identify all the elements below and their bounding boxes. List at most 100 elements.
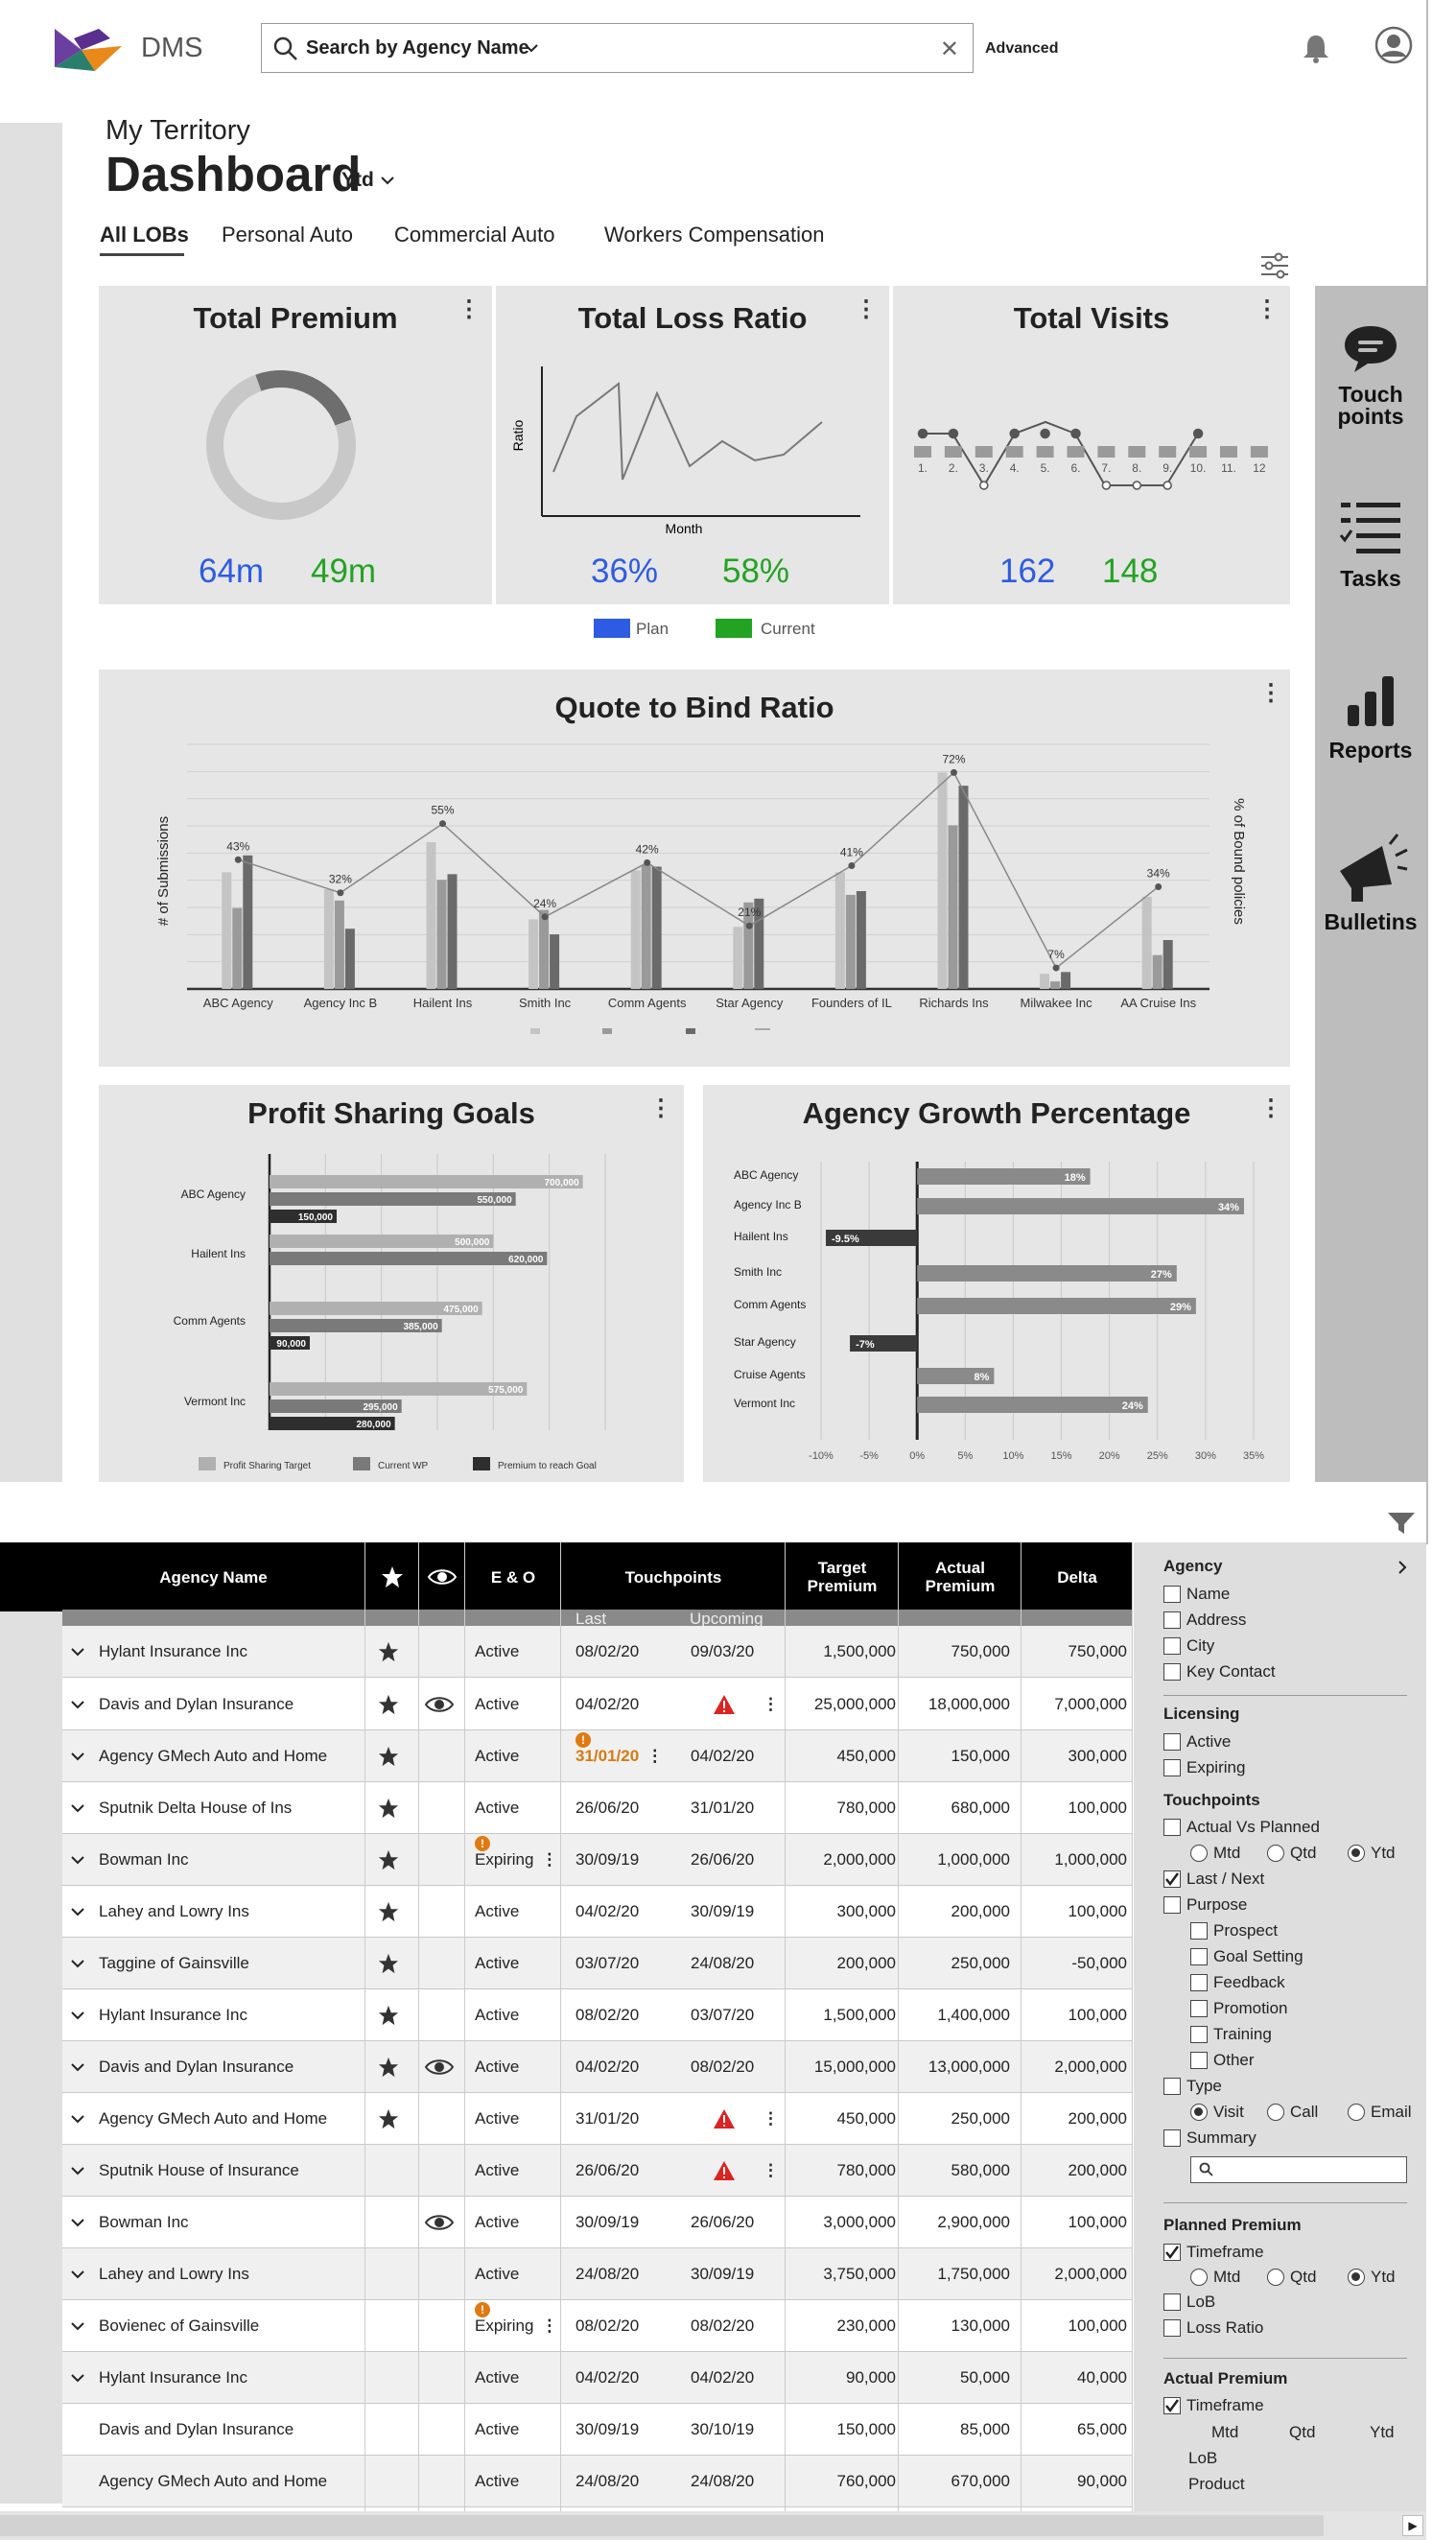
more-options-icon[interactable]: ⋮ <box>649 1095 672 1121</box>
agency-name[interactable]: Hylant Insurance Inc <box>99 1642 247 1660</box>
agency-name[interactable]: Lahey and Lowry Ins <box>99 1902 249 1920</box>
bell-icon[interactable] <box>1302 33 1330 63</box>
more-options-icon[interactable]: ⋮ <box>541 2317 558 2335</box>
agency-name[interactable]: Agency GMech Auto and Home <box>99 1747 328 1765</box>
table-row[interactable]: Bowman Inc Active 30/09/19 26/06/20 3,000,00… <box>62 2197 1132 2248</box>
checkbox[interactable] <box>1190 1974 1208 1991</box>
radio[interactable] <box>1348 1845 1365 1862</box>
table-row[interactable]: Hylant Insurance Inc Active 08/02/20 03/07/… <box>62 1989 1132 2041</box>
star-icon[interactable] <box>378 1849 399 1870</box>
filter-purpose-5[interactable]: Other <box>1190 2051 1255 2070</box>
table-row[interactable]: Hylant Insurance Inc Active 08/02/20 09/03/… <box>62 1626 1132 1678</box>
filter-agency-0[interactable]: Name <box>1163 1585 1230 1604</box>
more-options-icon[interactable]: ⋮ <box>458 296 481 322</box>
search-input[interactable]: Search by Agency Name <box>306 37 529 59</box>
col-target-premium[interactable]: Target Premium <box>807 1559 878 1595</box>
expand-chevron-icon[interactable] <box>70 1854 85 1866</box>
radio-visit[interactable]: Visit <box>1190 2103 1244 2122</box>
radio-mtd[interactable]: Mtd <box>1190 1844 1240 1863</box>
more-options-icon[interactable]: ⋮ <box>763 2161 779 2179</box>
star-icon[interactable] <box>378 2057 399 2078</box>
filter-purpose[interactable]: Purpose <box>1163 1895 1247 1915</box>
agency-name[interactable]: Sputnik House of Insurance <box>99 2161 299 2179</box>
horizontal-scrollbar[interactable]: ▶ <box>0 2511 1426 2540</box>
checkbox[interactable] <box>1163 2129 1181 2147</box>
actual-qtd[interactable]: Qtd <box>1289 2423 1316 2441</box>
radio[interactable] <box>1348 2269 1365 2286</box>
checkbox[interactable] <box>1163 1819 1181 1836</box>
agency-name[interactable]: Bovienec of Gainsville <box>99 2317 260 2335</box>
filter-actual-vs-planned[interactable]: Actual Vs Planned <box>1163 1818 1320 1837</box>
star-icon[interactable] <box>378 1798 399 1819</box>
star-icon[interactable] <box>378 1953 399 1974</box>
user-avatar-icon[interactable] <box>1374 26 1413 64</box>
table-row[interactable]: Lahey and Lowry Ins Active 04/02/20 30/09/1… <box>62 1886 1132 1938</box>
checkbox[interactable] <box>1190 2026 1208 2043</box>
agency-name[interactable]: Hylant Insurance Inc <box>99 2006 247 2024</box>
warning-icon[interactable] <box>713 2108 736 2129</box>
radio[interactable] <box>1267 2104 1284 2121</box>
tab-personal-auto[interactable]: Personal Auto <box>222 223 353 247</box>
search-box[interactable]: Search by Agency Name ✕ <box>261 23 974 73</box>
actual-lob[interactable]: LoB <box>1188 2449 1218 2467</box>
table-row[interactable]: Sputnik Delta House of Ins Active 26/06/20… <box>62 1782 1132 1834</box>
expand-chevron-icon[interactable] <box>70 2320 85 2332</box>
expand-chevron-icon[interactable] <box>70 1802 85 1814</box>
col-eo[interactable]: E & O <box>490 1567 536 1587</box>
radio[interactable] <box>1190 2269 1208 2286</box>
filter-planned-loss-ratio[interactable]: Loss Ratio <box>1163 2318 1263 2338</box>
rail-bulletins[interactable]: Bulletins <box>1315 833 1426 933</box>
table-row[interactable]: Taggine of Gainsville Active 03/07/20 24/08… <box>62 1938 1132 1989</box>
expand-chevron-icon[interactable] <box>70 1646 85 1658</box>
col-actual-premium[interactable]: Actual Premium <box>925 1559 996 1595</box>
table-row[interactable]: Agency GMech Auto and Home Active 24/08/20… <box>62 2456 1132 2507</box>
eye-icon[interactable] <box>424 1695 455 1714</box>
expand-chevron-icon[interactable] <box>70 2165 85 2176</box>
chevron-right-icon[interactable] <box>1397 1560 1408 1575</box>
actual-product[interactable]: Product <box>1188 2475 1245 2493</box>
radio-ytd[interactable]: Ytd <box>1348 2268 1396 2287</box>
table-row[interactable]: Hylant Insurance Inc Active 04/02/20 04/02/… <box>62 2352 1132 2404</box>
col-upcoming[interactable]: Upcoming <box>690 1610 763 1628</box>
more-options-icon[interactable]: ⋮ <box>855 296 878 322</box>
expand-chevron-icon[interactable] <box>70 1906 85 1917</box>
table-row[interactable]: Sputnik House of Insurance Active 26/06/20… <box>62 2145 1132 2197</box>
tab-all-lobs[interactable]: All LOBs <box>100 223 189 247</box>
checkbox[interactable] <box>1190 1948 1208 1965</box>
more-options-icon[interactable]: ⋮ <box>1259 680 1282 706</box>
table-row[interactable]: Agency GMech Auto and Home Active 31/01/20… <box>62 2093 1132 2145</box>
table-row[interactable]: Lahey and Lowry Ins Active 24/08/20 30/09/1… <box>62 2248 1132 2300</box>
checkbox[interactable] <box>1163 1611 1181 1629</box>
checkbox[interactable] <box>1163 1733 1181 1751</box>
col-delta[interactable]: Delta <box>1057 1567 1097 1587</box>
filter-agency-1[interactable]: Address <box>1163 1611 1246 1630</box>
radio-call[interactable]: Call <box>1267 2103 1318 2122</box>
warning-icon[interactable] <box>713 2160 736 2181</box>
expand-chevron-icon[interactable] <box>70 2217 85 2228</box>
expand-chevron-icon[interactable] <box>70 2269 85 2280</box>
filter-purpose-2[interactable]: Feedback <box>1190 1973 1285 1992</box>
filter-purpose-4[interactable]: Training <box>1190 2025 1272 2044</box>
filter-summary[interactable]: Summary <box>1163 2128 1256 2148</box>
more-options-icon[interactable]: ⋮ <box>541 1850 558 1869</box>
agency-name[interactable]: Bowman Inc <box>99 1850 189 1869</box>
filter-planned-timeframe[interactable]: Timeframe <box>1163 2243 1264 2262</box>
col-favorite[interactable] <box>366 1542 418 1611</box>
checkbox[interactable] <box>1163 2244 1181 2261</box>
rail-tasks[interactable]: Tasks <box>1315 499 1426 590</box>
col-watched[interactable] <box>420 1542 464 1611</box>
checkbox[interactable] <box>1163 2397 1181 2414</box>
warning-icon[interactable] <box>713 1694 736 1715</box>
agency-name[interactable]: Davis and Dylan Insurance <box>99 1695 294 1713</box>
more-options-icon[interactable]: ⋮ <box>763 1695 779 1713</box>
checkbox[interactable] <box>1163 1663 1181 1681</box>
checkbox[interactable] <box>1163 1586 1181 1603</box>
filter-purpose-0[interactable]: Prospect <box>1190 1921 1278 1940</box>
star-icon[interactable] <box>378 1746 399 1767</box>
agency-name[interactable]: Davis and Dylan Insurance <box>99 2420 294 2438</box>
checkbox[interactable] <box>1163 2293 1181 2311</box>
filter-agency-3[interactable]: Key Contact <box>1163 1662 1276 1682</box>
filter-icon[interactable] <box>1387 1511 1416 1536</box>
settings-sliders-icon[interactable] <box>1259 251 1290 280</box>
radio-ytd[interactable]: Ytd <box>1348 1844 1396 1863</box>
